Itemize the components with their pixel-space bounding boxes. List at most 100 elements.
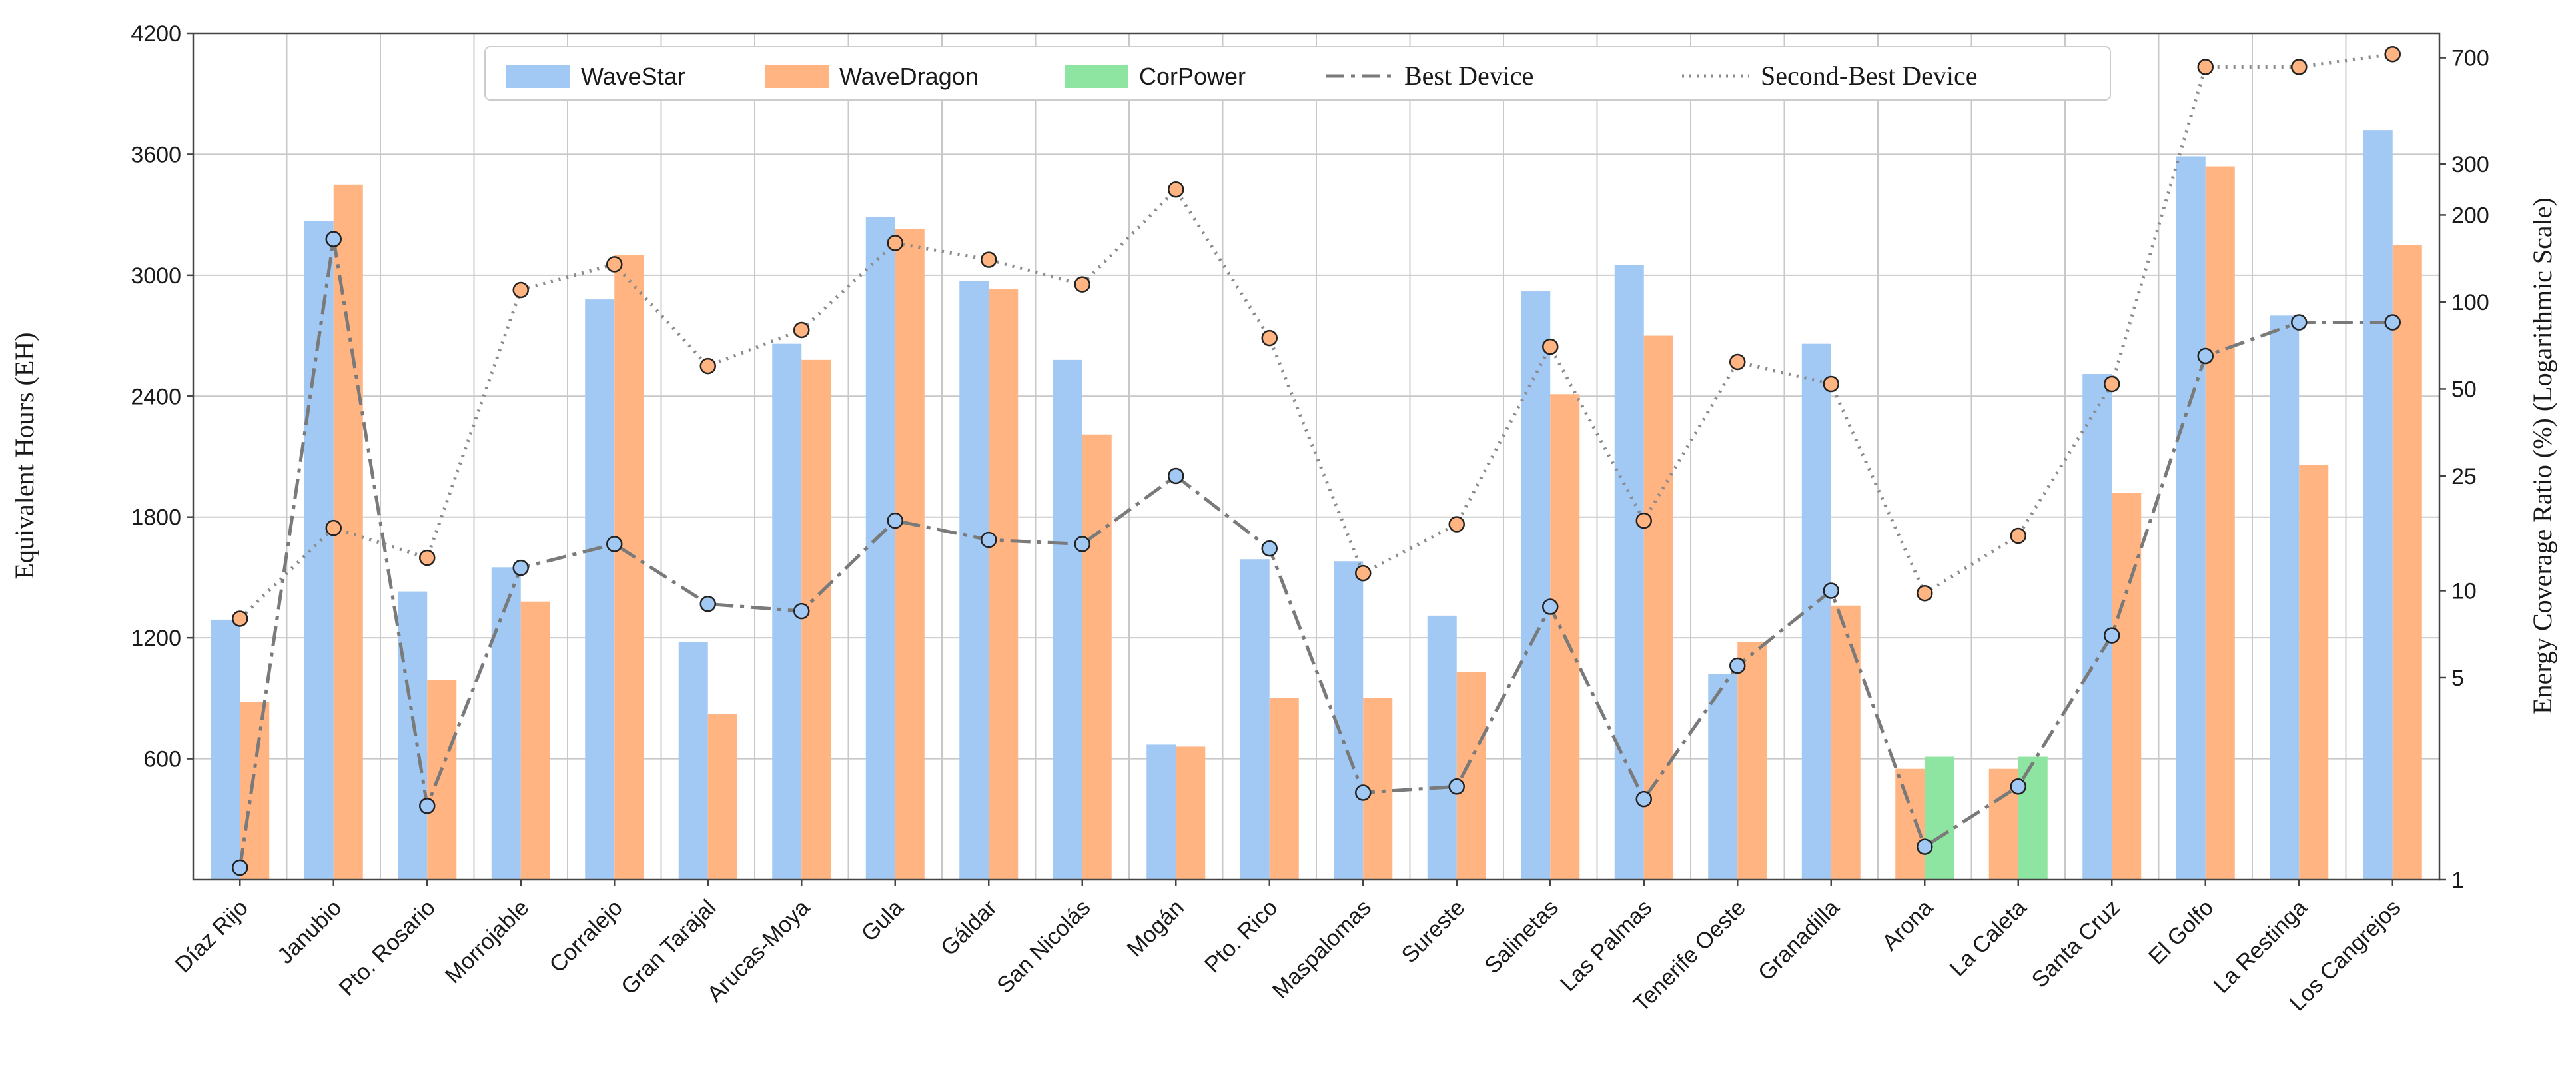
bar-wavedragon-el-golfo (2205, 166, 2235, 880)
marker-best-device-la-restinga (2291, 314, 2308, 331)
marker-best-device-gran-tarajal (699, 596, 716, 612)
bar-wavedragon-los-cangrejos (2392, 245, 2422, 880)
x-tick-label-mogan: Mogán (1122, 895, 1189, 962)
y2-tick-label-25: 25 (2451, 464, 2477, 489)
bar-wavestar-sureste (1427, 615, 1457, 880)
y2-tick-label-5: 5 (2451, 666, 2464, 691)
marker-second-best-device-gran-tarajal (699, 357, 716, 375)
marker-second-best-device-san-nicolas (1074, 276, 1090, 293)
marker-second-best-device-mogan (1168, 181, 1184, 198)
bar-wavestar-maspalomas (1334, 561, 1364, 880)
y-tick-label-4200: 4200 (131, 21, 181, 47)
marker-second-best-device-santa-cruz (2104, 375, 2120, 393)
y2-tick-label-300: 300 (2451, 152, 2489, 177)
bar-wavestar-salinetas (1521, 291, 1551, 880)
marker-best-device-san-nicolas (1074, 536, 1090, 552)
bar-corpower-la-caleta (2018, 756, 2048, 880)
marker-second-best-device-gula (887, 235, 903, 251)
marker-second-best-device-granadilla (1823, 375, 1839, 393)
marker-best-device-pto-rico (1261, 540, 1278, 557)
marker-best-device-mogan (1168, 467, 1184, 485)
marker-best-device-los-cangrejos (2384, 314, 2401, 331)
y-tick-label-600: 600 (143, 747, 181, 772)
marker-second-best-device-corralejo (606, 256, 623, 273)
bar-wavedragon-granadilla (1831, 605, 1861, 880)
x-tick-label-sureste: Sureste (1397, 895, 1470, 968)
marker-best-device-las-palmas (1635, 790, 1652, 808)
marker-second-best-device-morrojable (512, 281, 529, 299)
marker-second-best-device-las-palmas (1635, 512, 1652, 529)
legend-swatch-corpower (1065, 65, 1128, 88)
marker-second-best-device-salinetas (1542, 338, 1559, 355)
bar-wavestar-el-golfo (2176, 156, 2206, 880)
bar-wavedragon-tenerife-oeste (1737, 642, 1767, 880)
marker-second-best-device-la-restinga (2291, 59, 2308, 75)
x-tick-label-arona: Arona (1877, 895, 1938, 956)
marker-second-best-device-el-golfo (2197, 59, 2214, 75)
marker-second-best-device-diaz-rijo (232, 610, 248, 627)
marker-best-device-salinetas (1542, 598, 1559, 615)
plot-border (192, 32, 2441, 881)
bar-wavedragon-corralejo (614, 255, 644, 880)
legend-label-best-device: Best Device (1404, 61, 1533, 91)
y-tick-label-3600: 3600 (131, 142, 181, 167)
x-tick-label-granadilla: Granadilla (1753, 895, 1845, 986)
marker-best-device-maspalomas (1355, 784, 1372, 801)
marker-best-device-el-golfo (2197, 347, 2214, 365)
bar-wavedragon-diaz-rijo (240, 702, 270, 880)
bar-wavedragon-mogan (1176, 746, 1206, 880)
marker-best-device-gula (887, 512, 903, 529)
x-tick-label-galdar: Gáldar (936, 895, 1002, 961)
bar-wavestar-corralejo (585, 299, 615, 880)
x-tick-label-corralejo: Corralejo (544, 895, 627, 978)
bar-wavestar-la-restinga (2270, 315, 2300, 880)
marker-best-device-morrojable (512, 559, 529, 576)
marker-second-best-device-sureste (1448, 516, 1465, 533)
y-tick-label-1200: 1200 (131, 626, 181, 651)
bar-wavestar-diaz-rijo (211, 619, 240, 880)
legend-box (484, 46, 2111, 101)
line-best-device (238, 239, 2393, 868)
line-series (238, 52, 2393, 868)
marker-best-device-arona (1917, 838, 1933, 855)
bar-wavestar-las-palmas (1614, 265, 1644, 880)
bar-wavestar-tenerife-oeste (1708, 674, 1738, 880)
marker-best-device-sureste (1448, 778, 1465, 795)
bar-wavestar-santa-cruz (2082, 374, 2112, 880)
legend-label-wavestar: WaveStar (581, 63, 685, 90)
right-axis: 1 5 10 25 50 100 200 300 700 (2439, 46, 2489, 893)
bar-wavedragon-morrojable (520, 601, 550, 880)
bar-wavestar-gula (865, 217, 895, 880)
marker-best-device-santa-cruz (2104, 627, 2120, 644)
x-tick-label-gula: Gula (857, 895, 909, 947)
marker-best-device-diaz-rijo (232, 859, 248, 876)
y2-tick-label-200: 200 (2451, 203, 2489, 228)
y2-tick-label-10: 10 (2451, 578, 2477, 604)
marker-best-device-galdar (981, 531, 997, 548)
y-tick-label-1800: 1800 (131, 505, 181, 531)
bar-wavedragon-arona (1895, 768, 1925, 880)
bar-wavestar-los-cangrejos (2363, 130, 2393, 880)
x-tick-label-la-restinga: La Restinga (2209, 895, 2312, 998)
marker-second-best-device-pto-rico (1261, 329, 1278, 347)
marker-second-best-device-janubio (325, 519, 342, 536)
bar-wavestar-morrojable (491, 567, 521, 880)
x-tick-label-maspalomas: Maspalomas (1268, 895, 1376, 1004)
x-tick-label-gran-tarajal: Gran Tarajal (616, 895, 721, 1000)
bar-wavestar-pto-rico (1240, 559, 1270, 880)
line-markers (232, 46, 2401, 876)
marker-second-best-device-pto-rosario (419, 549, 436, 566)
bar-wavedragon-las-palmas (1643, 335, 1673, 880)
bar-wavestar-san-nicolas (1053, 359, 1082, 880)
bar-wavestar-pto-rosario (398, 591, 428, 880)
marker-best-device-pto-rosario (419, 798, 436, 814)
legend-label-wavedragon: WaveDragon (839, 63, 979, 90)
y2-tick-label-100: 100 (2451, 290, 2489, 315)
marker-best-device-la-caleta (2010, 778, 2026, 795)
marker-second-best-device-maspalomas (1355, 564, 1372, 582)
marker-second-best-device-arona (1917, 585, 1933, 602)
x-tick-label-santa-cruz: Santa Cruz (2027, 895, 2125, 993)
y-tick-label-2400: 2400 (131, 384, 181, 409)
